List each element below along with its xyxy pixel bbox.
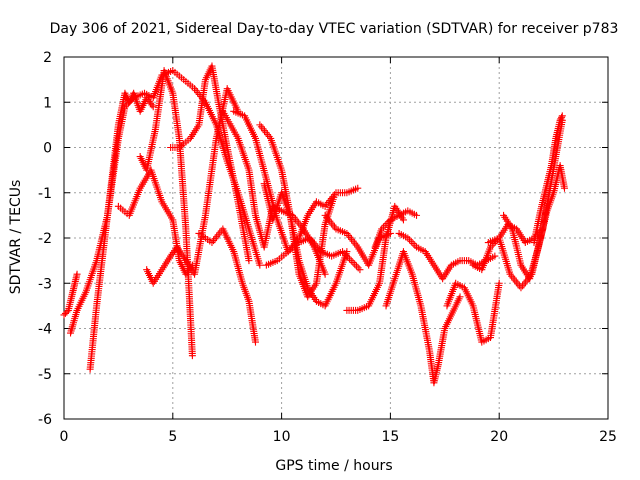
- series-arc-17: [382, 248, 464, 387]
- data-point: [188, 352, 196, 360]
- series-arc-22: [500, 162, 568, 283]
- data-point: [60, 311, 68, 319]
- series-arc-2: [67, 67, 264, 337]
- data-point: [409, 239, 417, 247]
- data-point: [495, 279, 503, 287]
- data-point: [351, 260, 359, 268]
- y-axis-label: SDTVAR / TECUs: [8, 180, 24, 295]
- x-tick-label: 0: [60, 429, 69, 445]
- series-arc-8: [195, 225, 259, 346]
- data-point: [347, 257, 355, 265]
- y-tick-label: -1: [38, 186, 52, 202]
- data-point: [413, 211, 421, 219]
- data-point: [149, 103, 157, 111]
- series-arc-16: [371, 207, 421, 251]
- x-tick-label: 5: [168, 429, 177, 445]
- x-tick-label: 10: [273, 429, 291, 445]
- data-point: [321, 270, 329, 278]
- series-arc-13: [262, 234, 364, 274]
- series-arc-6: [143, 85, 242, 287]
- data-point: [399, 216, 407, 224]
- series-arc-7: [167, 62, 253, 265]
- y-tick-label: -6: [38, 412, 52, 428]
- data-point: [356, 266, 364, 274]
- series-arc-3: [86, 89, 157, 373]
- data-point: [256, 261, 264, 269]
- data-point: [345, 255, 353, 263]
- data-point: [352, 262, 360, 270]
- data-point: [245, 257, 253, 265]
- y-tick-label: -5: [38, 367, 52, 383]
- y-tick-label: 0: [43, 141, 52, 157]
- series-arc-23: [530, 112, 566, 247]
- data-point: [560, 184, 568, 192]
- series-arc-1: [60, 270, 81, 319]
- data-point: [349, 258, 357, 266]
- x-tick-label: 15: [381, 429, 399, 445]
- y-tick-label: 2: [43, 50, 52, 66]
- data-point: [491, 252, 499, 260]
- grid: [64, 57, 608, 419]
- data-point: [557, 115, 565, 123]
- data-point: [407, 238, 415, 246]
- y-tick-label: -2: [38, 231, 52, 247]
- data-point: [73, 270, 81, 278]
- data-point: [456, 293, 464, 301]
- data-point: [61, 309, 69, 317]
- data-point: [330, 193, 338, 201]
- data-point: [556, 116, 564, 124]
- data-point: [251, 338, 259, 346]
- series-arc-19: [443, 279, 503, 346]
- axis-ticks: 0 5 10 15 20 25 -6 -5 -4 -3 -2 -1 0 1 2: [38, 50, 617, 445]
- x-tick-label: 20: [490, 429, 508, 445]
- data-point: [63, 308, 71, 316]
- data-point: [558, 112, 566, 120]
- y-tick-label: -4: [38, 322, 52, 338]
- x-axis-label: GPS time / hours: [275, 458, 392, 474]
- y-tick-label: -3: [38, 276, 52, 292]
- chart-title: Day 306 of 2021, Sidereal Day-to-day VTE…: [50, 21, 619, 37]
- data-series: [60, 62, 568, 387]
- data-point: [354, 264, 362, 272]
- data-point: [354, 184, 362, 192]
- y-tick-label: 1: [43, 95, 52, 111]
- data-point: [558, 113, 566, 121]
- x-tick-label: 25: [599, 429, 617, 445]
